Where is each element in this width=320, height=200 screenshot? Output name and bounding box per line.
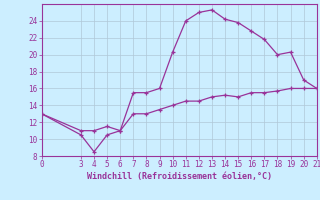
X-axis label: Windchill (Refroidissement éolien,°C): Windchill (Refroidissement éolien,°C) [87, 172, 272, 181]
